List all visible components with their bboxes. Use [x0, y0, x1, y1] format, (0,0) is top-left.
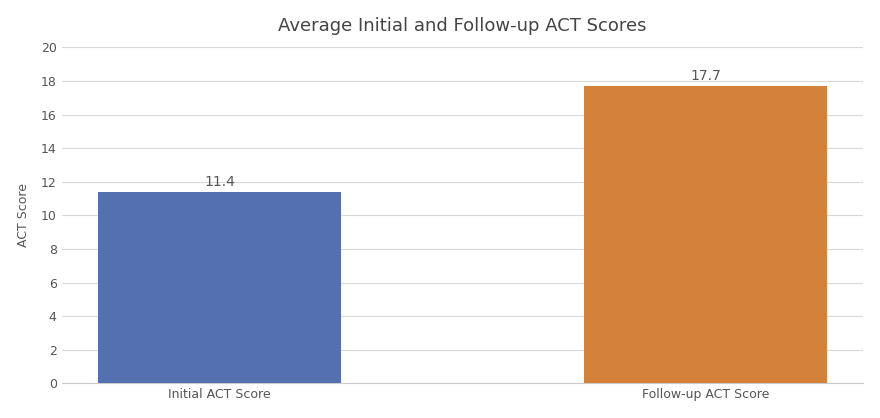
Bar [584, 86, 827, 383]
Text: 11.4: 11.4 [204, 174, 235, 189]
Bar [98, 192, 341, 383]
Title: Average Initial and Follow-up ACT Scores: Average Initial and Follow-up ACT Scores [278, 17, 647, 35]
Y-axis label: ACT Score: ACT Score [17, 184, 30, 247]
Text: 17.7: 17.7 [690, 69, 721, 83]
